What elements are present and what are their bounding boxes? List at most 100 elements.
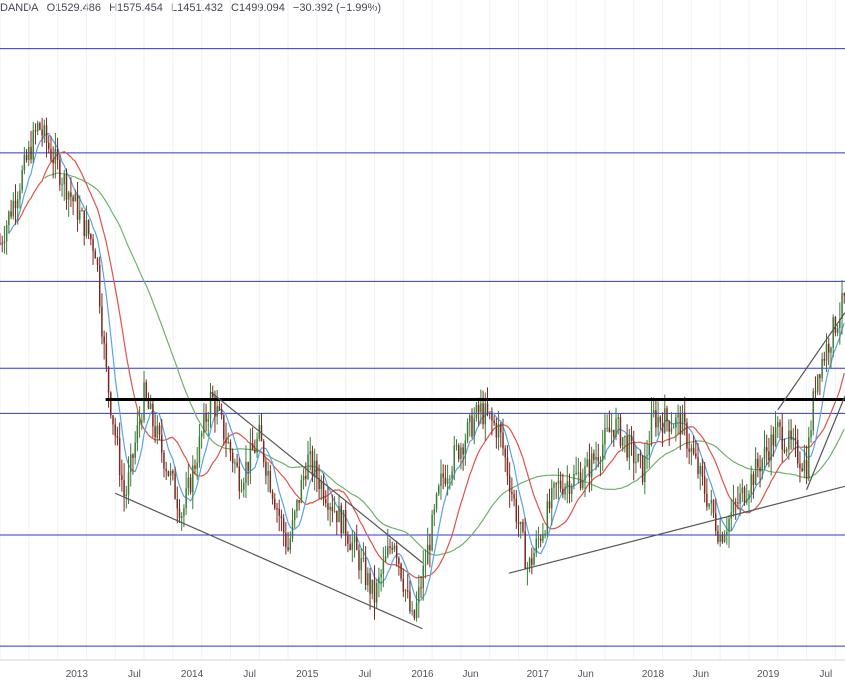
candle-body bbox=[1, 243, 3, 245]
candle-body bbox=[531, 558, 533, 565]
candle-body bbox=[105, 343, 108, 368]
candle-body bbox=[597, 457, 600, 462]
candle-body bbox=[280, 515, 283, 519]
candle-body bbox=[112, 415, 114, 425]
candle-body bbox=[836, 328, 839, 333]
candle-body bbox=[16, 199, 19, 208]
candle-body bbox=[469, 415, 471, 423]
candle-body bbox=[0, 243, 1, 245]
candle-body bbox=[495, 423, 498, 438]
candle-body bbox=[533, 552, 535, 565]
candle-body bbox=[739, 493, 741, 504]
candle-body bbox=[714, 513, 717, 532]
candle-body bbox=[356, 536, 358, 551]
candle-body bbox=[282, 518, 285, 533]
candle-body bbox=[249, 443, 252, 471]
candle-body bbox=[588, 459, 591, 478]
candle-body bbox=[679, 414, 682, 435]
candle-body bbox=[43, 125, 46, 136]
candle-body bbox=[152, 403, 154, 427]
candle-body bbox=[433, 508, 436, 515]
candle-body bbox=[528, 558, 531, 567]
candle-body bbox=[196, 463, 198, 469]
candle-body bbox=[772, 434, 775, 446]
time-axis-label: Jun bbox=[693, 669, 709, 680]
grid bbox=[0, 0, 836, 660]
candle-body bbox=[641, 455, 644, 483]
candle-body bbox=[493, 420, 495, 424]
low-value: L1451.432 bbox=[170, 2, 223, 14]
candle-body bbox=[668, 421, 670, 432]
candle-body bbox=[225, 439, 227, 444]
candle-body bbox=[65, 174, 68, 200]
candle-body bbox=[132, 454, 134, 458]
candle-body bbox=[10, 211, 12, 217]
candle-body bbox=[245, 461, 247, 483]
candle-body bbox=[59, 159, 61, 185]
candle-body bbox=[329, 506, 331, 510]
candle-body bbox=[378, 577, 380, 584]
candle-body bbox=[322, 481, 325, 500]
candle-body bbox=[608, 427, 611, 433]
candle-body bbox=[708, 503, 710, 507]
candle-body bbox=[624, 435, 626, 438]
candle-body bbox=[502, 432, 504, 449]
candle-body bbox=[353, 536, 356, 543]
candle-body bbox=[825, 343, 828, 361]
candle-body bbox=[828, 343, 830, 353]
time-axis-label: Jun bbox=[462, 669, 478, 680]
time-axis-label: 2013 bbox=[66, 669, 89, 680]
candle-body bbox=[506, 457, 509, 476]
candle-body bbox=[688, 448, 690, 452]
candle-body bbox=[227, 441, 229, 444]
candle-body bbox=[375, 583, 378, 603]
candle-body bbox=[101, 306, 103, 337]
ma-slow-line bbox=[43, 172, 845, 556]
candle-body bbox=[539, 538, 542, 541]
candle-body bbox=[404, 590, 407, 592]
candle-body bbox=[814, 391, 817, 393]
candle-body bbox=[763, 447, 766, 460]
candle-body bbox=[87, 220, 90, 235]
candle-body bbox=[628, 435, 631, 458]
candle-body bbox=[285, 532, 287, 548]
candle-body bbox=[116, 435, 119, 439]
candle-body bbox=[710, 500, 713, 504]
candle-body bbox=[3, 241, 6, 244]
trendline bbox=[210, 392, 423, 564]
candle-body bbox=[819, 374, 821, 379]
candle-body bbox=[205, 413, 207, 422]
candle-body bbox=[296, 500, 298, 512]
candle-body bbox=[728, 518, 730, 532]
open-value: O1529.486 bbox=[46, 2, 102, 14]
candle-body bbox=[566, 480, 569, 487]
candle-body bbox=[839, 318, 841, 329]
candle-body bbox=[36, 123, 39, 132]
candle-body bbox=[570, 486, 573, 494]
candle-body bbox=[278, 508, 280, 516]
candle-body bbox=[121, 475, 123, 480]
candle-body bbox=[692, 447, 695, 454]
candle-body bbox=[652, 410, 655, 414]
candle-body bbox=[8, 211, 10, 226]
candle-body bbox=[424, 564, 427, 566]
candle-body bbox=[721, 534, 724, 542]
candle-body bbox=[174, 473, 176, 500]
candle-body bbox=[118, 438, 121, 476]
candle-body bbox=[138, 421, 141, 426]
candle-body bbox=[500, 424, 502, 433]
candle-body bbox=[564, 486, 566, 495]
candle-body bbox=[418, 587, 420, 603]
candle-body bbox=[466, 422, 469, 441]
candle-body bbox=[129, 454, 132, 473]
candle-body bbox=[650, 413, 653, 445]
candle-body bbox=[457, 445, 460, 460]
candle-body bbox=[94, 251, 97, 259]
candle-body bbox=[834, 317, 837, 333]
candle-body bbox=[812, 391, 814, 431]
candle-body bbox=[347, 535, 349, 544]
candle-body bbox=[141, 420, 143, 422]
candle-body bbox=[590, 453, 593, 478]
candle-body bbox=[759, 467, 761, 472]
